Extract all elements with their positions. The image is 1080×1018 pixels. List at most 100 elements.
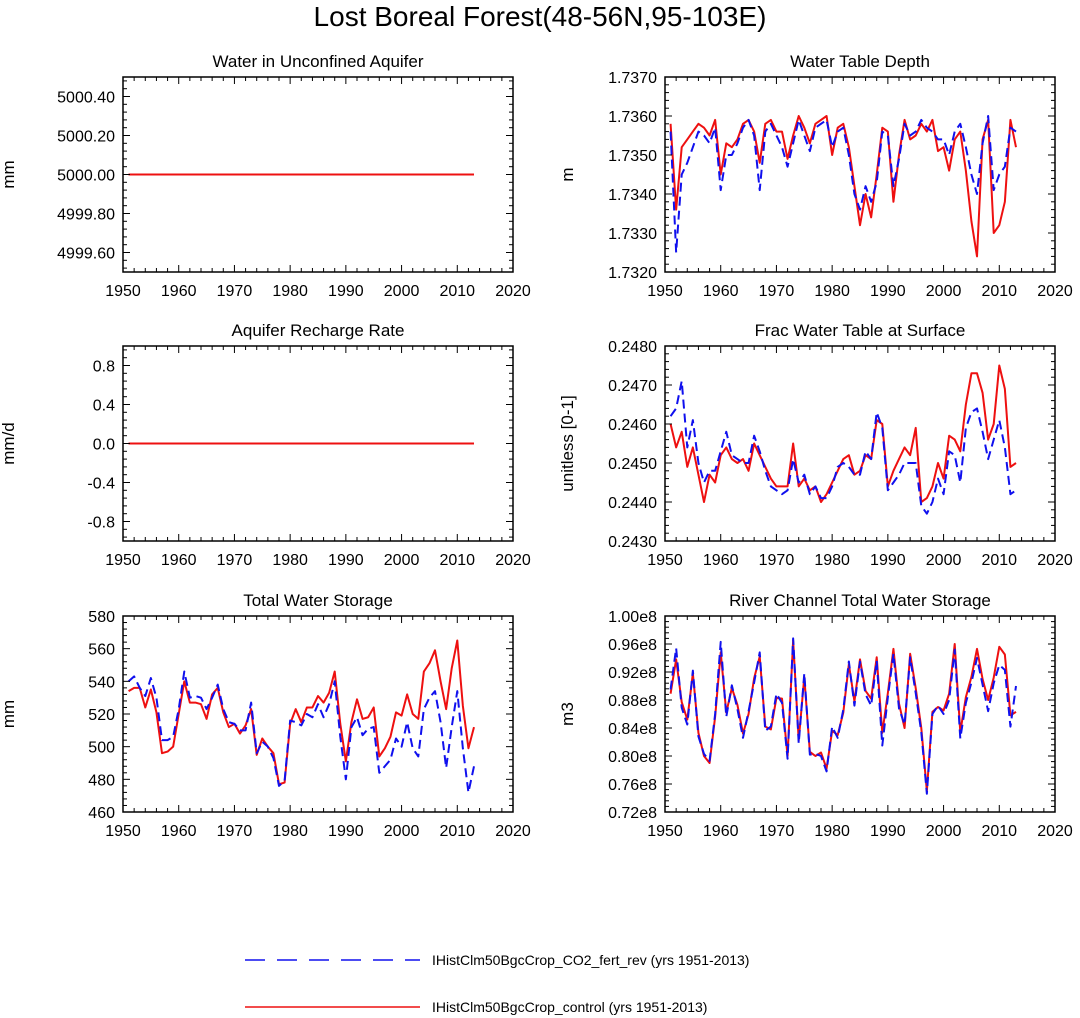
y-tick-label: 0.2430 [608,534,657,551]
y-tick-label: 5000.40 [57,90,115,107]
y-tick-label: 0.2470 [608,378,657,395]
panel-title: Total Water Storage [243,591,393,610]
panel-water-table-depth: Water Table Depth 1950 1960 1970 1980 1990 200… [558,52,1073,300]
x-tick-label: 2020 [495,283,531,300]
panel-river-channel-total-water-storage: River Channel Total Water Storage 1950 196… [558,591,1073,840]
legend-label: IHistClm50BgcCrop_CO2_fert_rev (yrs 1951… [432,952,749,968]
y-tick-label: 4999.80 [57,207,115,224]
x-tick-label: 1980 [272,283,308,300]
legend-label: IHistClm50BgcCrop_control (yrs 1951-2013… [432,999,707,1015]
x-tick-label: 1970 [217,552,253,569]
x-tick-label: 2000 [384,552,420,569]
x-tick-label: 2020 [495,823,531,840]
x-tick-label: 2010 [981,283,1017,300]
figure-title: Lost Boreal Forest(48-56N,95-103E) [314,1,767,32]
x-tick-label: 1960 [703,283,739,300]
x-tick-label: 1950 [105,823,141,840]
series-line-control [128,639,475,786]
x-tick-label: 2020 [1037,552,1073,569]
y-tick-label: 0.2440 [608,495,657,512]
x-tick-label: 2010 [439,283,475,300]
x-tick-label: 1960 [161,552,197,569]
legend: IHistClm50BgcCrop_CO2_fert_rev (yrs 1951… [245,952,749,1015]
y-tick-label: 0.8 [93,359,115,376]
x-tick-label: 1990 [870,283,906,300]
x-tick-label: 1970 [759,823,795,840]
series-line-co2 [127,670,475,794]
panel-title: Water Table Depth [790,52,930,71]
y-tick-label: 1.7360 [608,109,657,126]
x-tick-label: 1970 [759,552,795,569]
x-tick-label: 1960 [161,823,197,840]
panel-title: Frac Water Table at Surface [755,321,966,340]
x-tick-label: 2000 [926,823,962,840]
panel-water-in-unconfined-aquifer: Water in Unconfined Aquifer 1950 1960 1970 1… [0,52,531,300]
x-tick-label: 2010 [981,823,1017,840]
plot-frame [664,615,1056,813]
y-tick-label: 0.2450 [608,456,657,473]
x-tick-label: 2010 [981,552,1017,569]
panel-total-water-storage: Total Water Storage 1950 1960 1970 1980 1990 2… [0,591,531,840]
series-line-control [669,115,1017,258]
y-tick-label: 1.7330 [608,226,657,243]
x-tick-label: 1980 [272,552,308,569]
x-tick-label: 1980 [814,552,850,569]
x-tick-label: 1950 [647,823,683,840]
x-tick-label: 1990 [328,823,364,840]
y-tick-label: 0.0 [93,437,115,454]
series-line-co2 [669,380,1017,515]
x-tick-label: 1980 [272,823,308,840]
y-tick-label: 560 [88,642,115,659]
y-tick-label: 5000.20 [57,129,115,146]
y-tick-label: 1.7350 [608,148,657,165]
y-tick-label: 5000.00 [57,168,115,185]
y-axis-label: m [558,167,577,181]
x-tick-label: 2000 [926,552,962,569]
plot-frame [122,615,514,813]
x-tick-label: 1970 [759,283,795,300]
x-tick-label: 1950 [647,552,683,569]
x-tick-label: 1950 [647,283,683,300]
plot-frame [664,345,1056,542]
x-tick-label: 1950 [105,552,141,569]
series-line-co2 [669,115,1017,254]
y-tick-label: 540 [88,674,115,691]
y-tick-label: -0.4 [87,476,115,493]
y-tick-label: 1.7340 [608,187,657,204]
x-tick-label: 1980 [814,823,850,840]
y-tick-label: 520 [88,707,115,724]
y-tick-label: 0.96e8 [608,637,657,654]
x-tick-label: 1950 [105,283,141,300]
y-tick-label: 500 [88,740,115,757]
legend-item-co2: IHistClm50BgcCrop_CO2_fert_rev (yrs 1951… [245,952,749,968]
panel-frac-water-table-at-surface: Frac Water Table at Surface 1950 1960 1970 1… [558,321,1073,569]
y-axis-label: mm [0,160,18,188]
x-tick-label: 2020 [1037,283,1073,300]
x-tick-label: 2000 [384,823,420,840]
series-line-co2 [669,637,1017,795]
y-tick-label: 4999.60 [57,246,115,263]
y-axis-label: mm/d [0,422,18,465]
x-tick-label: 2010 [439,823,475,840]
panel-aquifer-recharge-rate: Aquifer Recharge Rate 1950 1960 1970 1980 199… [0,321,531,569]
x-tick-label: 1960 [703,823,739,840]
x-tick-label: 1990 [870,823,906,840]
y-tick-label: 1.00e8 [608,609,657,626]
x-tick-label: 1990 [328,283,364,300]
x-tick-label: 1970 [217,823,253,840]
y-tick-label: 460 [88,805,115,822]
y-tick-label: 0.72e8 [608,805,657,822]
y-tick-label: 0.2480 [608,339,657,356]
x-tick-label: 1960 [161,283,197,300]
y-tick-label: 1.7370 [608,70,657,87]
x-tick-label: 2010 [439,552,475,569]
panel-title: Water in Unconfined Aquifer [212,52,423,71]
legend-item-control: IHistClm50BgcCrop_control (yrs 1951-2013… [245,999,707,1015]
y-tick-label: 1.7320 [608,265,657,282]
panel-title: River Channel Total Water Storage [729,591,991,610]
x-tick-label: 1970 [217,283,253,300]
x-tick-label: 1960 [703,552,739,569]
y-tick-label: 0.80e8 [608,749,657,766]
plot-frame [664,76,1056,273]
